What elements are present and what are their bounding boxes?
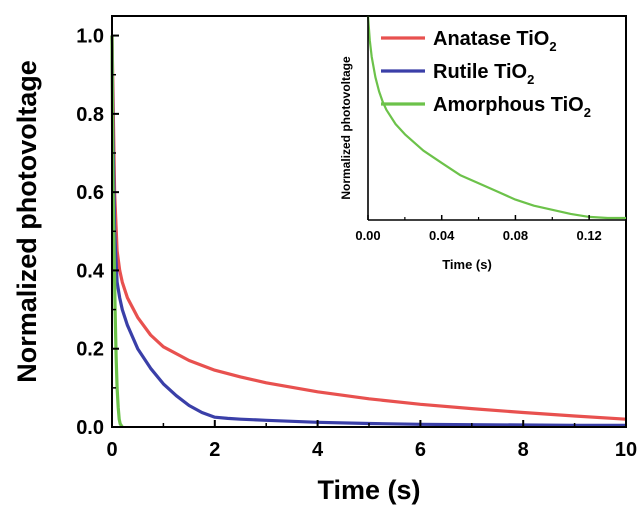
- inset-y-axis-title: Normalized photovoltage: [339, 56, 353, 200]
- legend-label-subscript: 2: [527, 72, 534, 87]
- inset-x-axis-title: Time (s): [442, 257, 492, 272]
- y-tick-label: 0.2: [76, 339, 104, 361]
- x-tick-label: 4: [312, 439, 324, 461]
- x-tick-label: 6: [415, 439, 426, 461]
- inset-series-lines: [366, 15, 626, 220]
- x-axis-title: Time (s): [317, 475, 420, 505]
- inset-axis-ticks: 0.00 0.04 0.08 0.12: [355, 16, 626, 243]
- legend-label-text: Anatase TiO: [433, 28, 549, 50]
- x-tick-label: 8: [518, 439, 529, 461]
- series-line-anatase-tio2: [110, 35, 627, 421]
- y-tick-label: 0.8: [76, 104, 104, 126]
- y-tick-label: 0.0: [76, 417, 104, 439]
- y-tick-label: 1.0: [76, 26, 104, 48]
- main-plot: 0 2 4 6 8 10 0.0 0.2 0.4 0.6 0.8 1.0 Time (s) Norma…: [12, 15, 637, 505]
- legend-label-subscript: 2: [549, 39, 556, 54]
- inset-x-tick-label: 0.04: [429, 228, 455, 243]
- y-axis-title: Normalized photovoltage: [12, 60, 42, 383]
- legend-label-amorphous-tio2: Amorphous TiO2: [433, 94, 591, 120]
- inset-x-tick-label: 0.08: [503, 228, 528, 243]
- main-axis-ticks: 0 2 4 6 8 10 0.0 0.2 0.4 0.6 0.8 1.0: [76, 26, 637, 461]
- inset-plot: 0.00 0.04 0.08 0.12 Time (s) Normalized pho…: [339, 15, 626, 272]
- legend-label-anatase-tio2: Anatase TiO2: [433, 28, 557, 54]
- x-tick-label: 10: [615, 439, 637, 461]
- x-tick-label: 0: [106, 439, 117, 461]
- y-tick-label: 0.4: [76, 260, 105, 282]
- legend-label-subscript: 2: [584, 105, 591, 120]
- inset-x-tick-label: 0.00: [355, 228, 380, 243]
- inset-x-tick-label: 0.12: [576, 228, 601, 243]
- legend-label-text: Rutile TiO: [433, 61, 527, 83]
- main-plot-frame: [111, 15, 627, 428]
- x-tick-label: 2: [209, 439, 220, 461]
- inset-series-line: [366, 15, 626, 220]
- y-tick-label: 0.6: [76, 182, 104, 204]
- legend-label-text: Amorphous TiO: [433, 94, 584, 116]
- legend-label-rutile-tio2: Rutile TiO2: [433, 61, 534, 87]
- series-line-rutile-tio2: [110, 35, 626, 427]
